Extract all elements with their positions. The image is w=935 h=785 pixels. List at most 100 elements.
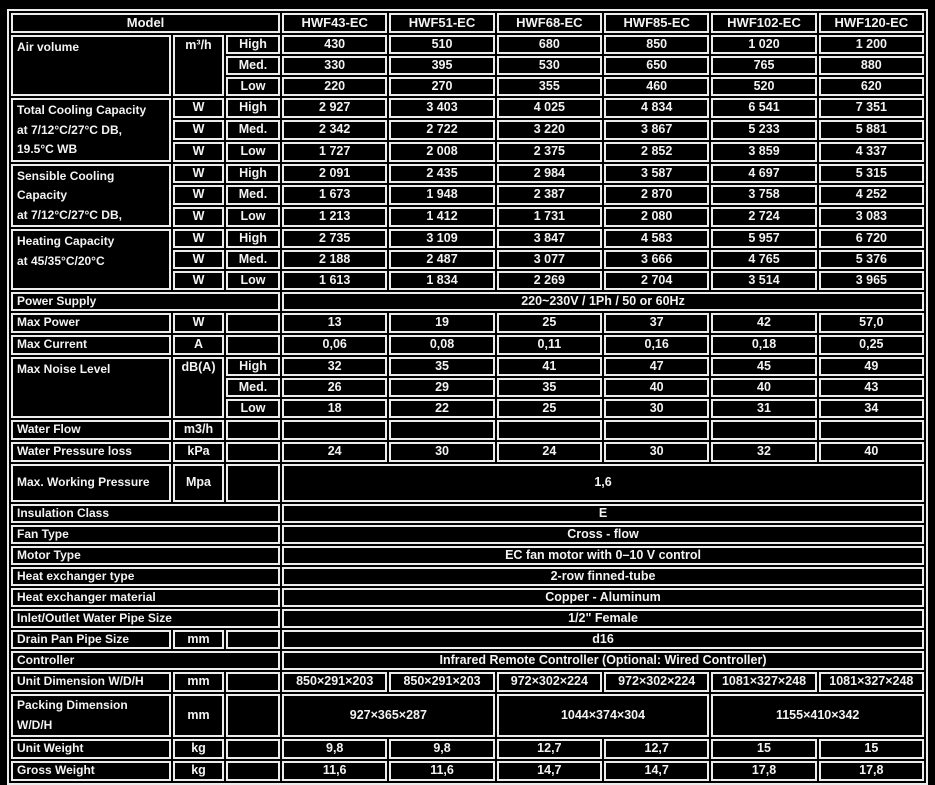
table-row: Heat exchanger type 2-row finned-tube bbox=[11, 567, 924, 586]
speed-cell: Low bbox=[226, 399, 281, 418]
value-cell: 1081×327×248 bbox=[818, 672, 924, 692]
speed-cell: Low bbox=[226, 271, 281, 290]
value-cell: 530 bbox=[496, 56, 603, 75]
table-row: Controller Infrared Remote Controller (Op… bbox=[11, 651, 924, 670]
model-header-cell: HWF43-EC bbox=[282, 13, 388, 33]
value-cell: 0,25 bbox=[818, 335, 924, 355]
value-cell: 15 bbox=[711, 739, 817, 759]
section-label: Max Current bbox=[11, 335, 171, 355]
value-cell: 2 870 bbox=[604, 185, 710, 206]
value-cell: 47 bbox=[604, 357, 710, 376]
table-row: Air volume m³/h High 430 510 680 850 1 020 1 200 bbox=[11, 35, 924, 96]
model-header-cell: HWF51-EC bbox=[389, 13, 495, 33]
value-cell: 2 342 bbox=[282, 119, 388, 140]
value-cell bbox=[711, 420, 817, 440]
value-cell bbox=[496, 420, 603, 440]
model-header-cell: HWF102-EC bbox=[711, 13, 817, 33]
value-cell: 3 220 bbox=[496, 119, 603, 140]
value-cell: 12,7 bbox=[496, 739, 603, 759]
speed-cell bbox=[226, 335, 281, 355]
value-cell: 5 881 bbox=[818, 119, 924, 140]
value-cell: 14,7 bbox=[604, 761, 710, 781]
section-label-line: Air volume bbox=[17, 40, 80, 54]
value-cell: 2 984 bbox=[496, 163, 603, 184]
value-cell: 5 233 bbox=[711, 119, 817, 140]
speed-cell: High bbox=[226, 98, 281, 118]
table-row: Heating Capacity at 45/35°C/20°C W High 2 73… bbox=[11, 229, 924, 290]
section-label-line: 19.5°C WB bbox=[17, 142, 78, 156]
section-label-line: Max Noise Level bbox=[17, 362, 111, 376]
value-cell: 4 583 bbox=[604, 229, 710, 248]
value-cell: 7 351 bbox=[818, 98, 924, 118]
value-cell: 3 587 bbox=[604, 163, 710, 184]
table-row: W Med. 2 342 2 722 3 220 3 867 5 233 5 881 bbox=[11, 119, 924, 140]
value-cell: 6 541 bbox=[711, 98, 817, 118]
value-cell: 1 020 bbox=[711, 35, 817, 54]
value-cell: 32 bbox=[282, 357, 388, 376]
table-row: W Med. 2 188 2 487 3 077 3 666 4 765 5 376 bbox=[11, 250, 924, 269]
section-label: Insulation Class bbox=[11, 504, 281, 523]
section-label-line: Total Cooling Capacity bbox=[17, 103, 147, 117]
unit-cell: W bbox=[173, 207, 224, 227]
value-cell: 972×302×224 bbox=[604, 672, 710, 692]
value-cell: 17,8 bbox=[711, 761, 817, 781]
speed-cell: Med. bbox=[226, 378, 281, 397]
unit-cell: dB(A) bbox=[173, 357, 224, 418]
value-cell: 4 252 bbox=[818, 185, 924, 206]
value-cell: 3 965 bbox=[818, 271, 924, 290]
merged-value-cell: EC fan motor with 0–10 V control bbox=[282, 546, 924, 565]
value-cell: 2 852 bbox=[604, 141, 710, 162]
unit-cell: W bbox=[173, 271, 224, 290]
value-cell: 2 080 bbox=[604, 207, 710, 227]
section-label: Unit Dimension W/D/H bbox=[11, 672, 171, 692]
value-cell: 1155×410×342 bbox=[711, 694, 924, 737]
value-cell: 1 727 bbox=[282, 141, 388, 162]
value-cell: 2 735 bbox=[282, 229, 388, 248]
unit-cell: kPa bbox=[173, 442, 224, 462]
table-row: Max Noise Level dB(A) High 32 35 41 47 45 49 bbox=[11, 357, 924, 418]
section-label: Fan Type bbox=[11, 525, 281, 544]
unit-cell: A bbox=[173, 335, 224, 355]
table-row: Med. 26 29 35 40 40 43 bbox=[11, 378, 924, 397]
value-cell: 2 435 bbox=[389, 163, 495, 184]
value-cell: 1 412 bbox=[389, 207, 495, 227]
section-label: Air volume bbox=[11, 35, 171, 96]
table-row: Heat exchanger material Copper - Aluminum bbox=[11, 588, 924, 607]
value-cell: 2 188 bbox=[282, 250, 388, 269]
section-label: Max. Working Pressure bbox=[11, 464, 171, 502]
model-header-cell: HWF85-EC bbox=[604, 13, 710, 33]
value-cell: 850 bbox=[604, 35, 710, 54]
value-cell: 2 927 bbox=[282, 98, 388, 118]
value-cell: 5 376 bbox=[818, 250, 924, 269]
unit-cell: mm bbox=[173, 630, 224, 649]
value-cell bbox=[818, 420, 924, 440]
value-cell: 620 bbox=[818, 77, 924, 96]
value-cell: 1 200 bbox=[818, 35, 924, 54]
merged-value-cell: Copper - Aluminum bbox=[282, 588, 924, 607]
unit-cell: W bbox=[173, 141, 224, 162]
value-cell: 11,6 bbox=[282, 761, 388, 781]
value-cell: 2 722 bbox=[389, 119, 495, 140]
section-label: Heat exchanger type bbox=[11, 567, 281, 586]
speed-cell bbox=[226, 442, 281, 462]
value-cell: 395 bbox=[389, 56, 495, 75]
value-cell: 37 bbox=[604, 313, 710, 333]
value-cell: 40 bbox=[604, 378, 710, 397]
value-cell: 9,8 bbox=[282, 739, 388, 759]
speed-cell bbox=[226, 313, 281, 333]
spec-sheet: Model HWF43-EC HWF51-EC HWF68-EC HWF85-EC HWF… bbox=[7, 9, 928, 785]
table-row: Max. Working Pressure Mpa 1,6 bbox=[11, 464, 924, 502]
table-row: W Med. 1 673 1 948 2 387 2 870 3 758 4 252 bbox=[11, 185, 924, 206]
table-row: Water Pressure loss kPa 24 30 24 30 32 40 bbox=[11, 442, 924, 462]
value-cell: 3 403 bbox=[389, 98, 495, 118]
table-row: Fan Type Cross - flow bbox=[11, 525, 924, 544]
value-cell: 1 673 bbox=[282, 185, 388, 206]
section-label: Gross Weight bbox=[11, 761, 171, 781]
value-cell: 11,6 bbox=[389, 761, 495, 781]
value-cell: 880 bbox=[818, 56, 924, 75]
value-cell: 0,16 bbox=[604, 335, 710, 355]
value-cell: 30 bbox=[389, 442, 495, 462]
value-cell: 14,7 bbox=[496, 761, 603, 781]
value-cell: 1 613 bbox=[282, 271, 388, 290]
value-cell: 1 948 bbox=[389, 185, 495, 206]
